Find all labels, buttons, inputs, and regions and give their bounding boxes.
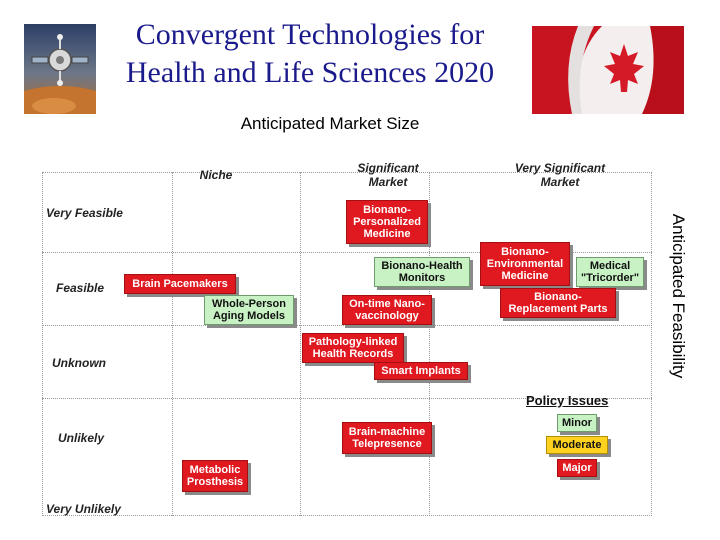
- policy-legend-title: Policy Issues: [526, 393, 609, 408]
- tech-box-medical-tricorder: Medical "Tricorder": [576, 257, 644, 287]
- policy-legend-minor: Minor: [557, 414, 597, 432]
- policy-legend-moderate: Moderate: [546, 436, 608, 454]
- row-label-unlikely: Unlikely: [58, 431, 105, 445]
- grid-line: [429, 172, 430, 516]
- tech-box-whole-person-aging-models: Whole-Person Aging Models: [204, 295, 294, 325]
- grid-line: [651, 172, 652, 516]
- market-axis-title: Anticipated Market Size: [240, 114, 420, 133]
- column-label-significant: Significant Market: [357, 161, 419, 189]
- tech-box-on-time-nano-vaccinology: On-time Nano-vaccinology: [342, 295, 432, 325]
- slide-title: Convergent Technologies for Health and L…: [96, 16, 524, 92]
- feasibility-axis-title-wrap: Anticipated Feasibility: [667, 196, 689, 396]
- row-label-very-unlikely: Very Unlikely: [46, 502, 121, 516]
- tech-box-bionano-personalized-medicine: Bionano-Personalized Medicine: [346, 200, 428, 244]
- tech-box-smart-implants: Smart Implants: [374, 362, 468, 380]
- row-label-feasible: Feasible: [56, 281, 105, 295]
- grid-line: [42, 515, 652, 516]
- canadian-flag-icon: [532, 26, 684, 114]
- row-label-very-feasible: Very Feasible: [46, 206, 123, 220]
- row-label-unknown: Unknown: [52, 356, 106, 370]
- column-label-niche: Niche: [199, 168, 233, 182]
- feasibility-axis-title: Anticipated Feasibility: [669, 213, 688, 379]
- grid-line: [42, 172, 43, 516]
- grid-line: [42, 172, 652, 173]
- tech-box-metabolic-prosthesis: Metabolic Prosthesis: [182, 460, 248, 492]
- grid-line: [42, 325, 652, 326]
- column-label-very-significant: Very Significant Market: [514, 161, 606, 189]
- title-line-2: Health and Life Sciences 2020: [125, 56, 495, 89]
- feasibility-market-grid: [42, 172, 652, 516]
- grid-line: [172, 172, 173, 516]
- title-line-1: Convergent Technologies for: [135, 18, 485, 51]
- tech-box-bionano-environmental-medicine: Bionano-Environmental Medicine: [480, 242, 570, 286]
- tech-box-brain-machine-telepresence: Brain-machine Telepresence: [342, 422, 432, 454]
- tech-box-brain-pacemakers: Brain Pacemakers: [124, 274, 236, 294]
- grid-line: [300, 172, 301, 516]
- grid-line: [42, 398, 652, 399]
- policy-legend-major: Major: [557, 459, 597, 477]
- grid-line: [42, 252, 652, 253]
- tech-box-bionano-health-monitors: Bionano-Health Monitors: [374, 257, 470, 287]
- tech-box-pathology-linked-health-records: Pathology-linked Health Records: [302, 333, 404, 363]
- tech-box-bionano-replacement-parts: Bionano-Replacement Parts: [500, 288, 616, 318]
- satellite-logo-icon: [24, 24, 96, 114]
